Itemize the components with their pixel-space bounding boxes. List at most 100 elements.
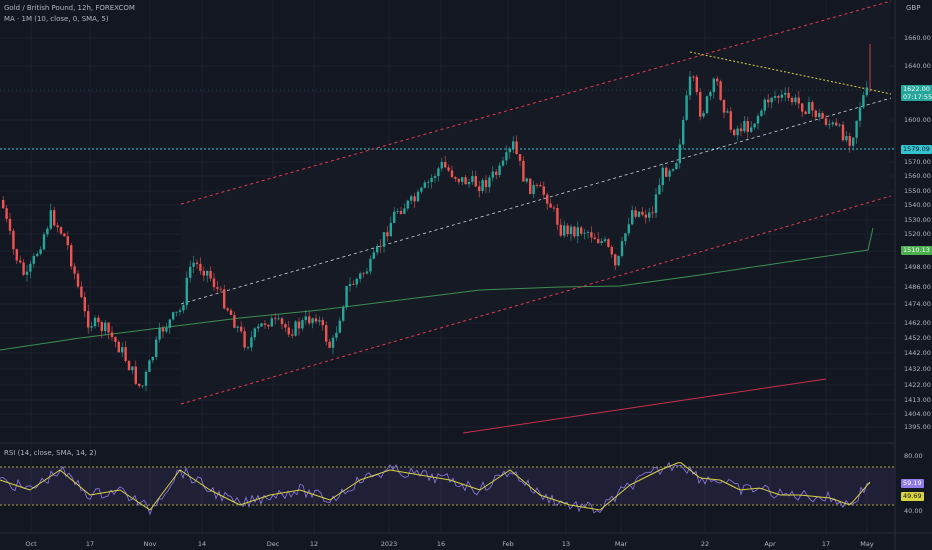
time-axis-label: 17 — [821, 540, 831, 548]
candle-body — [688, 76, 692, 96]
candle-body — [784, 92, 787, 95]
candle-body — [25, 271, 29, 275]
candle-body — [573, 226, 576, 237]
candle-body — [620, 241, 624, 256]
candle-body — [712, 78, 715, 93]
candle-body — [495, 171, 498, 176]
candle-body — [440, 162, 443, 169]
candle-body — [532, 184, 535, 194]
candle-body — [399, 211, 403, 214]
candle-body — [505, 152, 508, 161]
candle-body — [461, 177, 464, 182]
time-axis-label: May — [860, 540, 874, 548]
price-axis-label: 1442.00 — [904, 349, 931, 357]
candle-body — [488, 177, 491, 188]
time-axis-label: Mar — [614, 540, 628, 548]
candle-body — [148, 360, 151, 372]
candle-body — [70, 245, 73, 267]
candle-body — [423, 182, 426, 188]
candle-body — [393, 211, 396, 223]
candle-body — [284, 324, 287, 328]
rsi-ma-value-tag: 49.69 — [901, 492, 924, 501]
candle-body — [658, 185, 661, 195]
candle-body — [437, 168, 440, 177]
candle-body — [12, 230, 15, 250]
rsi-title[interactable]: RSI (14, close, SMA, 14, 2) — [4, 449, 97, 457]
symbol-title[interactable]: Gold / British Pound, 12h, FOREXCOM — [4, 4, 135, 12]
candle-body — [593, 237, 596, 240]
last-price-tag: 1622.00 07:17:55 — [901, 85, 932, 101]
channel-shading — [181, 1, 891, 404]
rsi-level-40: 40.00 — [904, 507, 923, 515]
candle-body — [250, 337, 253, 348]
rsi-band — [0, 467, 895, 505]
price-axis-label: 1413.00 — [904, 396, 931, 404]
price-axis-label: 1422.00 — [904, 381, 931, 389]
price-axis-label: 1660.00 — [904, 34, 931, 42]
rsi-value-tag: 59.19 — [901, 479, 924, 488]
candle-body — [63, 233, 66, 237]
candle-body — [260, 323, 263, 327]
candle-body — [206, 270, 209, 276]
candle-body — [617, 255, 620, 266]
rsi-ma-line — [0, 462, 871, 511]
candle-body — [410, 196, 413, 201]
candle-body — [518, 154, 522, 161]
candle-body — [583, 232, 586, 234]
candle-body — [19, 260, 22, 263]
candle-body — [709, 92, 712, 97]
projection-line — [462, 378, 827, 434]
candle-body — [746, 121, 749, 132]
candle-body — [338, 320, 341, 333]
candle-body — [464, 177, 467, 185]
candle-body — [471, 176, 474, 182]
candle-body — [447, 167, 450, 171]
candle-body — [515, 141, 518, 155]
candle-body — [695, 76, 698, 93]
time-axis-label: 2023 — [380, 540, 398, 548]
price-axis-label: 1560.00 — [904, 172, 931, 180]
candle-body — [172, 312, 175, 320]
candle-body — [97, 317, 100, 323]
candle-body — [552, 207, 556, 209]
candle-body — [131, 366, 134, 371]
candle-body — [209, 270, 212, 279]
candle-body — [318, 320, 321, 322]
candle-body — [325, 325, 328, 342]
candle-body — [654, 194, 658, 213]
candle-body — [22, 262, 25, 275]
candle-body — [498, 165, 501, 176]
candle-body — [780, 94, 783, 98]
candle-body — [848, 136, 851, 146]
candle-body — [331, 337, 335, 348]
candle-body — [304, 316, 307, 321]
ma-indicator-label[interactable]: MA · 1M (10, close, 0, SMA, 5) — [4, 15, 109, 23]
candle-body — [420, 187, 423, 192]
candle-body — [607, 239, 610, 247]
candle-body — [682, 119, 685, 145]
candle-body — [858, 107, 862, 121]
candle-body — [852, 137, 855, 146]
candle-body — [216, 287, 219, 289]
candle-body — [508, 148, 511, 153]
candle-body — [151, 356, 154, 361]
candle-body — [403, 208, 406, 214]
price-axis-label: 1432.00 — [904, 365, 931, 373]
candle-body — [267, 324, 270, 327]
price-axis-label: 1498.00 — [904, 263, 931, 271]
candle-body — [182, 305, 185, 311]
candle-body — [457, 178, 460, 182]
candle-body — [501, 160, 505, 166]
candle-body — [831, 122, 834, 125]
candle-body — [787, 92, 790, 98]
candle-body — [226, 308, 229, 311]
time-axis-label: Oct — [25, 540, 37, 548]
candle-body — [168, 319, 171, 328]
candle-body — [580, 227, 583, 234]
candle-body — [253, 328, 256, 338]
candle-body — [15, 249, 18, 261]
candle-body — [838, 124, 841, 126]
currency-label: GBP — [906, 4, 921, 12]
candle-body — [770, 97, 773, 103]
